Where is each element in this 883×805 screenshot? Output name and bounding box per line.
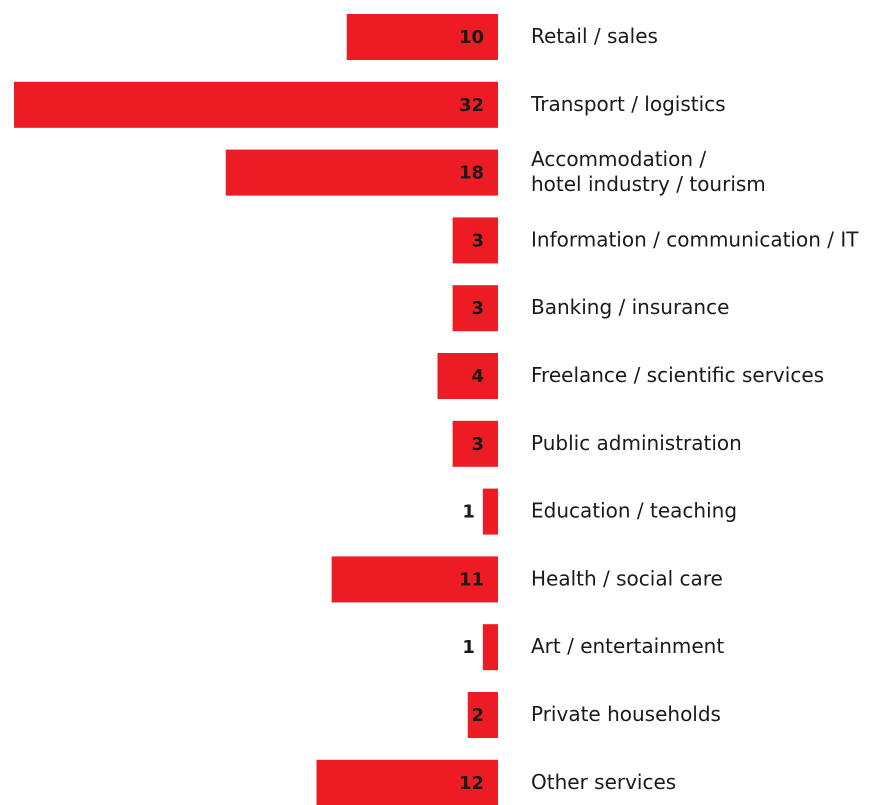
category-line: Education / teaching	[531, 498, 737, 522]
category-label: Accommodation / hotel industry / tourism	[531, 147, 766, 196]
category-line: Public administration	[531, 430, 742, 454]
category-label: Transport / logistics	[530, 91, 726, 115]
value-label: 3	[471, 434, 484, 455]
bar	[482, 624, 498, 671]
category-label: Health / social care	[531, 566, 723, 590]
category-line: Information / communication / IT	[531, 227, 859, 251]
value-label: 18	[459, 163, 484, 184]
category-label: Education / teaching	[531, 498, 737, 522]
bar	[225, 149, 498, 196]
value-label: 1	[462, 502, 475, 523]
category-line: Private households	[531, 702, 721, 726]
bar	[452, 420, 498, 467]
bar	[467, 692, 498, 738]
value-label: 4	[471, 366, 484, 387]
value-label: 1	[462, 637, 475, 658]
value-label: 3	[471, 230, 484, 251]
value-label: 11	[459, 569, 484, 590]
bar	[14, 81, 498, 128]
category-line: Transport / logistics	[530, 91, 726, 115]
bar	[316, 759, 498, 805]
bar	[346, 14, 498, 60]
bar	[452, 217, 498, 264]
category-label: Other services	[531, 769, 676, 793]
category-line: Accommodation /	[531, 147, 706, 171]
category-line: Retail / sales	[531, 24, 658, 48]
value-label: 10	[459, 27, 484, 48]
bar	[331, 556, 498, 603]
bar	[452, 285, 498, 332]
bar	[437, 353, 498, 399]
value-label: 3	[471, 298, 484, 319]
category-line: Banking / insurance	[531, 295, 729, 319]
value-label: 12	[459, 773, 484, 794]
value-label: 32	[459, 95, 484, 116]
category-label: Public administration	[531, 430, 742, 454]
category-label: Freelance / scientific services	[531, 363, 824, 387]
category-line: Other services	[531, 769, 676, 793]
category-label: Information / communication / IT	[531, 227, 859, 251]
category-line: Art / entertainment	[531, 634, 724, 658]
category-label: Private households	[531, 702, 721, 726]
category-label: Art / entertainment	[531, 634, 724, 658]
bar	[482, 488, 498, 535]
category-line: hotel industry / tourism	[531, 172, 766, 196]
category-line: Health / social care	[531, 566, 723, 590]
value-label: 2	[471, 705, 484, 726]
category-label: Banking / insurance	[531, 295, 729, 319]
category-label: Retail / sales	[531, 24, 658, 48]
category-line: Freelance / scientific services	[531, 363, 824, 387]
